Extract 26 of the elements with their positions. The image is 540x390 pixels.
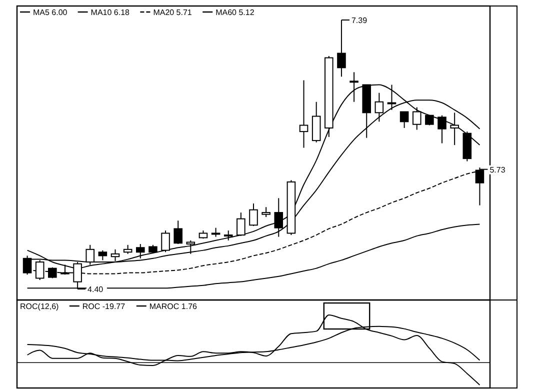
candlestick <box>274 198 284 238</box>
candlestick <box>337 20 346 78</box>
candlestick <box>425 114 434 126</box>
legend-label: MA60 5.12 <box>216 8 255 17</box>
annotation: 4.40 <box>88 285 104 294</box>
legend-label: MA10 6.18 <box>90 8 130 17</box>
legend-label: MA20 5.71 <box>153 8 192 17</box>
legend-label: ROC -19.77 <box>82 302 126 311</box>
legend-label: MA5 6.00 <box>33 8 68 17</box>
candlestick <box>299 80 308 148</box>
candlestick <box>136 244 145 259</box>
candlestick <box>186 240 196 254</box>
candlestick <box>400 111 409 128</box>
candlestick <box>174 220 182 245</box>
legend-label: MAROC 1.76 <box>149 302 198 311</box>
candlestick <box>224 230 233 241</box>
candlestick <box>161 230 170 253</box>
candlestick <box>438 114 446 144</box>
candlestick <box>249 203 258 227</box>
candlestick <box>262 206 270 218</box>
candlestick <box>236 212 246 236</box>
chart-title: ROC(12,6) <box>20 302 60 311</box>
candlestick <box>450 112 459 146</box>
candlestick <box>412 106 422 130</box>
annotation: 7.39 <box>351 16 368 25</box>
text: 5.73 <box>490 165 506 174</box>
